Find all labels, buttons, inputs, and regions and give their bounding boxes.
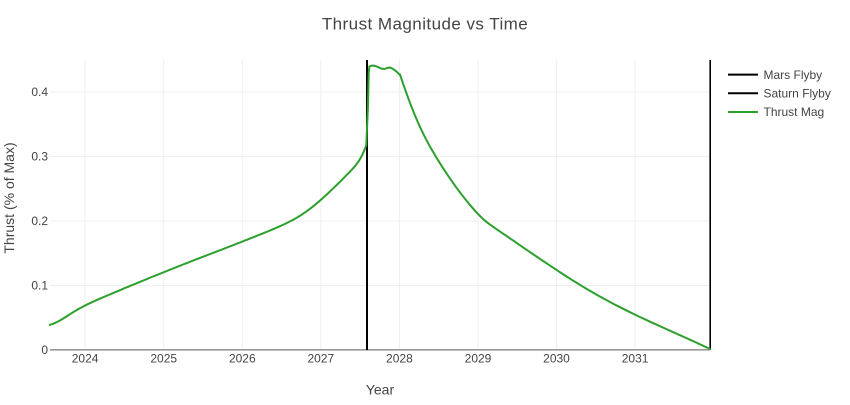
svg-text:0.4: 0.4 bbox=[31, 85, 48, 99]
svg-text:Thrust Magnitude vs Time: Thrust Magnitude vs Time bbox=[322, 15, 528, 34]
svg-text:2027: 2027 bbox=[307, 352, 334, 366]
svg-text:2030: 2030 bbox=[543, 352, 570, 366]
svg-text:Year: Year bbox=[366, 382, 395, 398]
svg-text:Mars Flyby: Mars Flyby bbox=[764, 68, 823, 82]
svg-text:Thrust Mag: Thrust Mag bbox=[764, 105, 825, 119]
svg-text:2024: 2024 bbox=[72, 352, 99, 366]
svg-text:2025: 2025 bbox=[150, 352, 177, 366]
svg-text:2029: 2029 bbox=[465, 352, 492, 366]
svg-text:0: 0 bbox=[41, 343, 48, 357]
svg-text:2031: 2031 bbox=[622, 352, 649, 366]
svg-text:Saturn Flyby: Saturn Flyby bbox=[764, 87, 831, 101]
svg-text:Thrust (% of Max): Thrust (% of Max) bbox=[1, 142, 17, 253]
svg-text:0.3: 0.3 bbox=[31, 150, 48, 164]
svg-text:2028: 2028 bbox=[386, 352, 413, 366]
svg-text:0.1: 0.1 bbox=[31, 279, 48, 293]
svg-text:2026: 2026 bbox=[229, 352, 256, 366]
svg-text:0.2: 0.2 bbox=[31, 214, 48, 228]
